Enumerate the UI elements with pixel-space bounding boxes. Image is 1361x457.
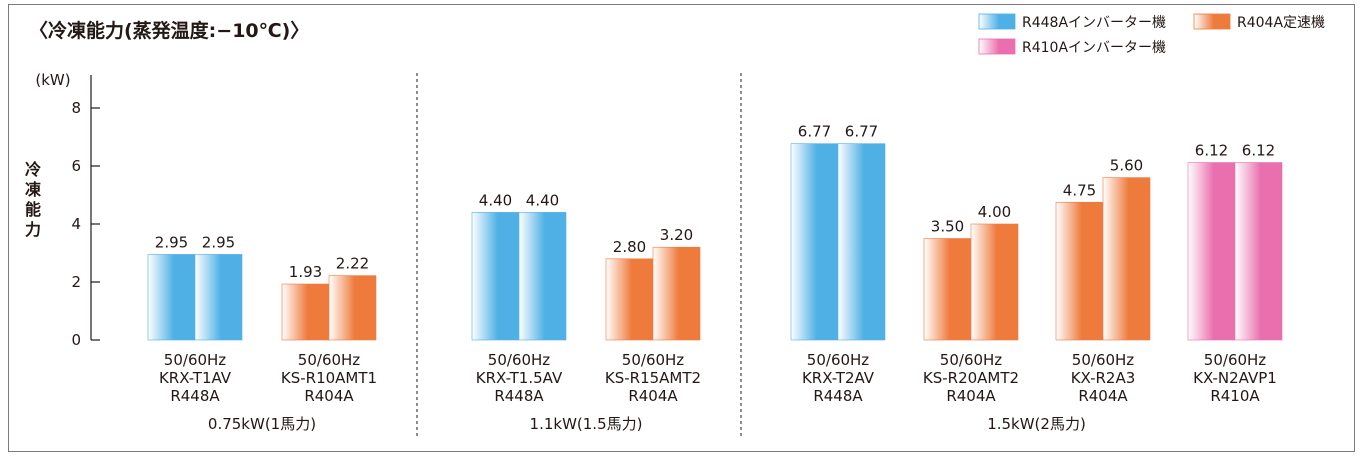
legend-item-r410a: R410Aインバーター機 xyxy=(978,38,1166,56)
y-axis-label-char: 能 xyxy=(25,200,41,219)
bar-group: 6.77 6.7750/60HzKRX-T2AVR448A3.504.0050/6… xyxy=(790,123,1283,433)
bar xyxy=(837,143,886,341)
data-label: 2.22 xyxy=(336,255,369,273)
bar xyxy=(194,254,243,341)
data-label: 4.00 xyxy=(978,203,1011,221)
y-tick-label: 4 xyxy=(71,215,81,233)
category-refrigerant: R404A xyxy=(1078,387,1128,405)
legend-label: R404A定速機 xyxy=(1237,15,1325,31)
category-refrigerant: R404A xyxy=(304,387,354,405)
category-refrigerant: R448A xyxy=(170,387,220,405)
category-refrigerant: R404A xyxy=(946,387,996,405)
bar xyxy=(471,212,520,341)
data-label: 5.60 xyxy=(1110,157,1143,175)
category-frequency: 50/60Hz xyxy=(940,351,1003,369)
legend-swatch xyxy=(978,13,1016,30)
y-axis-label: 冷凍能力 xyxy=(25,160,41,239)
data-label: 2.95 xyxy=(202,233,235,251)
data-label: 6.12 xyxy=(1195,142,1228,160)
category-frequency: 50/60Hz xyxy=(488,351,551,369)
group-label: 0.75kW(1馬力) xyxy=(208,415,316,433)
category-model: KRX-T1.5AV xyxy=(476,369,563,387)
data-label: 6.12 xyxy=(1242,142,1275,160)
category-refrigerant: R448A xyxy=(494,387,544,405)
category-model: KRX-T1AV xyxy=(159,369,232,387)
data-label: 2.80 xyxy=(613,238,646,256)
data-label: 1.93 xyxy=(289,263,322,281)
legend-swatch xyxy=(978,38,1016,55)
data-label: 4.75 xyxy=(1063,181,1096,199)
category-frequency: 50/60Hz xyxy=(1072,351,1135,369)
y-axis-unit: (kW) xyxy=(35,71,70,89)
bar xyxy=(923,238,972,341)
legend-item-r448a: R448Aインバーター機 xyxy=(978,13,1166,31)
category-model: KRX-T2AV xyxy=(802,369,875,387)
bar xyxy=(1102,177,1151,341)
category-model: KS-R10AMT1 xyxy=(281,369,377,387)
category-model: KX-R2A3 xyxy=(1071,369,1136,387)
y-axis-label-char: 冷 xyxy=(25,160,41,179)
y-tick-label: 0 xyxy=(71,331,81,349)
data-label: 3.50 xyxy=(931,218,964,236)
category-model: KS-R20AMT2 xyxy=(923,369,1019,387)
legend-swatch xyxy=(1193,13,1231,30)
legend-label: R448Aインバーター機 xyxy=(1022,15,1166,31)
category-model: KS-R15AMT2 xyxy=(605,369,701,387)
category-refrigerant: R410A xyxy=(1210,387,1260,405)
category-model: KX-N2AVP1 xyxy=(1193,369,1277,387)
bar xyxy=(518,212,567,341)
bar xyxy=(1234,162,1283,341)
bar xyxy=(328,275,377,341)
category-refrigerant: R404A xyxy=(628,387,678,405)
bar xyxy=(1055,201,1104,341)
y-axis-label-char: 凍 xyxy=(25,180,41,199)
bar xyxy=(970,223,1019,341)
group-label: 1.1kW(1.5馬力) xyxy=(530,415,643,433)
legend: R448Aインバーター機 R404A定速機 R410Aインバーター機 xyxy=(978,13,1325,56)
category-frequency: 50/60Hz xyxy=(298,351,361,369)
category-frequency: 50/60Hz xyxy=(1204,351,1267,369)
data-label: 4.40 xyxy=(479,191,512,209)
bar xyxy=(147,254,196,341)
bar-group: 4.40 4.4050/60HzKRX-T1.5AVR448A2.803.2050… xyxy=(471,191,701,433)
bar xyxy=(605,258,654,341)
data-label: 6.77 xyxy=(845,123,878,141)
legend-label: R410Aインバーター機 xyxy=(1022,40,1166,56)
chart-frame: 〈冷凍能力(蒸発温度:−10℃)〉 R448Aインバーター機 R404A定速機 R4… xyxy=(8,4,1355,452)
data-label: 4.40 xyxy=(526,191,559,209)
refrigeration-capacity-chart: 〈冷凍能力(蒸発温度:−10℃)〉 R448Aインバーター機 R404A定速機R4… xyxy=(25,13,1325,437)
category-frequency: 50/60Hz xyxy=(807,351,870,369)
bar xyxy=(652,246,701,341)
category-refrigerant: R448A xyxy=(813,387,863,405)
bar xyxy=(281,283,330,341)
category-frequency: 50/60Hz xyxy=(164,351,227,369)
data-label: 3.20 xyxy=(660,226,693,244)
y-tick-label: 6 xyxy=(71,157,81,175)
bar xyxy=(790,143,839,341)
data-label: 6.77 xyxy=(798,123,831,141)
category-frequency: 50/60Hz xyxy=(622,351,685,369)
group-label: 1.5kW(2馬力) xyxy=(987,415,1086,433)
bar xyxy=(1187,162,1236,341)
y-axis: 0 2 4 6 8 xyxy=(71,75,100,349)
chart-title: 〈冷凍能力(蒸発温度:−10℃)〉 xyxy=(29,19,309,42)
legend-item-r404a: R404A定速機 xyxy=(1193,13,1325,31)
data-label: 2.95 xyxy=(155,233,188,251)
y-axis-label-char: 力 xyxy=(25,220,41,239)
y-tick-label: 8 xyxy=(71,99,81,117)
y-tick-label: 2 xyxy=(71,273,81,291)
